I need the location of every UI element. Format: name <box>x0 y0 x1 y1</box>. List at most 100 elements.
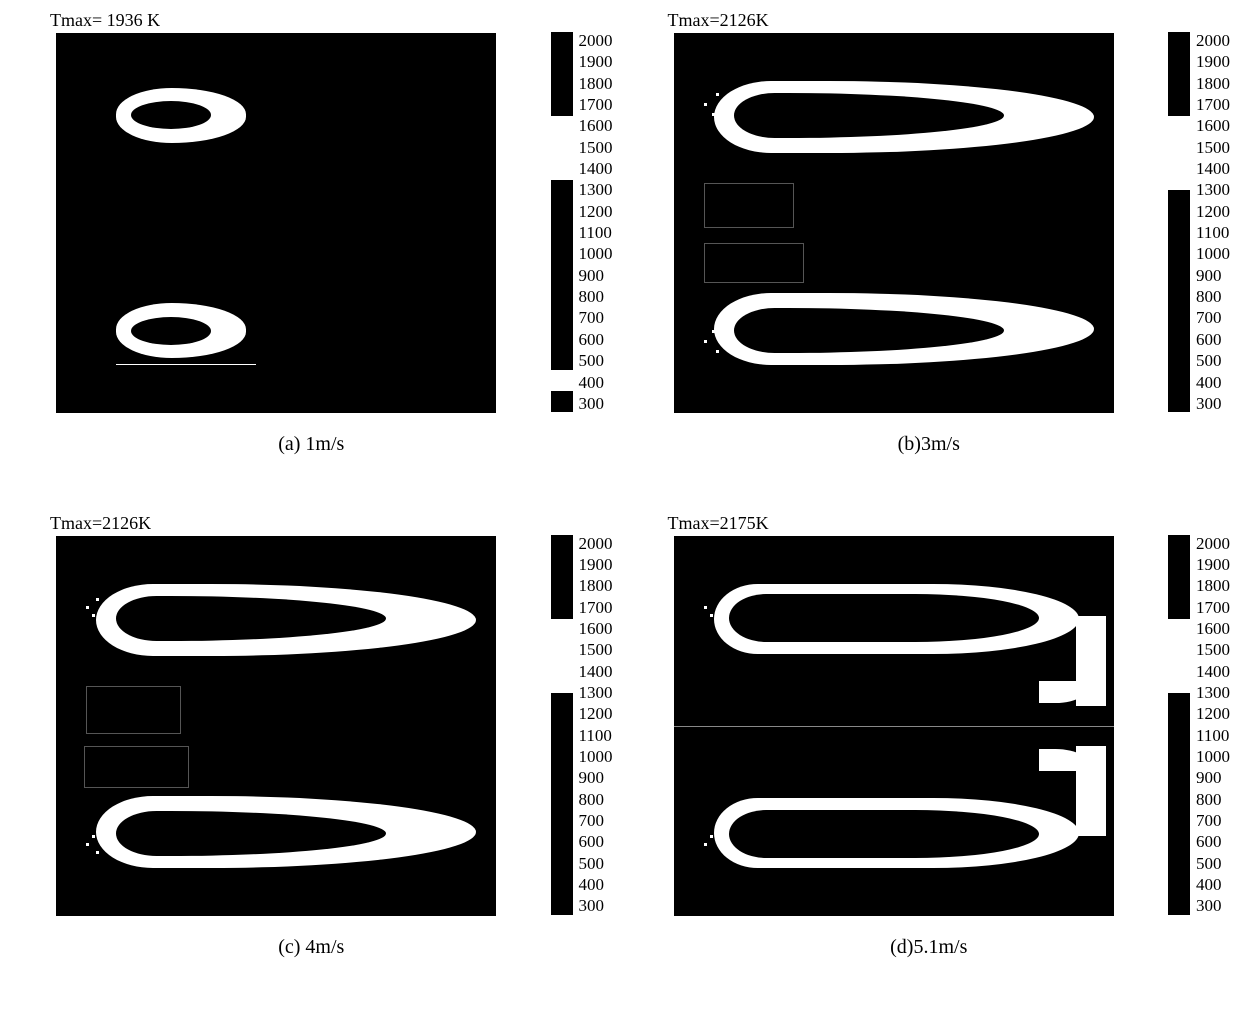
panel-a: Tmax= 1936 K 200019001800170016001500140… <box>10 10 613 498</box>
colorbar-segment <box>1168 693 1190 915</box>
panel-d-top: Tmax=2175K <box>628 513 1231 916</box>
colorbar-tick-label: 500 <box>579 855 613 872</box>
panel-b-caption: (b)3m/s <box>898 433 960 456</box>
panel-c-container: Tmax=2126K <box>10 513 543 916</box>
speckle <box>712 113 715 116</box>
colorbar-tick-label: 700 <box>1196 812 1230 829</box>
colorbar-tick-label: 300 <box>1196 395 1230 412</box>
colorbar-tick-label: 1100 <box>1196 727 1230 744</box>
figure-grid: Tmax= 1936 K 2000 1900 1800 1700 1600 1500 140… <box>10 10 1230 1000</box>
colorbar-tick-label: 400 <box>579 374 613 391</box>
colorbar-b <box>1168 32 1190 412</box>
panel-c-colorbar-group: 2000190018001700160015001400130012001100… <box>551 535 613 915</box>
panel-c-sim <box>56 536 496 916</box>
colorbar-tick-label: 2000 <box>579 32 613 49</box>
colorbar-tick-label: 1300 <box>579 684 613 701</box>
colorbar-tick-label: 1900 <box>579 556 613 573</box>
panel-a-sim <box>56 33 496 413</box>
panel-b-colorbar-group: 2000190018001700160015001400130012001100… <box>1168 32 1230 412</box>
colorbar-tick-label: 1800 <box>579 75 613 92</box>
colorbar-segment <box>1168 535 1190 619</box>
colorbar-tick-label: 1400 <box>579 160 613 177</box>
colorbar-tick-label: 800 <box>579 791 613 808</box>
speckle <box>92 614 95 617</box>
colorbar-segment <box>551 370 573 391</box>
colorbar-tick-label: 800 <box>1196 288 1230 305</box>
speckle <box>704 606 707 609</box>
panel-c-top: Tmax=2126K 20001900 <box>10 513 613 916</box>
colorbar-tick-label: 1700 <box>1196 599 1230 616</box>
colorbar-tick-label: 1400 <box>579 663 613 680</box>
speckle <box>710 835 713 838</box>
colorbar-tick-label: 600 <box>1196 833 1230 850</box>
outline-box <box>86 686 181 734</box>
panel-d-colorbar-group: 2000190018001700160015001400130012001100… <box>1168 535 1230 915</box>
colorbar-tick-label: 1200 <box>1196 203 1230 220</box>
colorbar-tick-label: 800 <box>1196 791 1230 808</box>
speckle <box>86 606 89 609</box>
colorbar-tick-label: 400 <box>1196 374 1230 391</box>
colorbar-tick-label: 600 <box>579 833 613 850</box>
colorbar-tick-label: 500 <box>1196 352 1230 369</box>
colorbar-tick-label: 700 <box>579 309 613 326</box>
colorbar-tick-label: 2000 <box>1196 535 1230 552</box>
colorbar-segment <box>551 619 573 693</box>
colorbar-tick-label: 1800 <box>1196 75 1230 92</box>
outline-box <box>704 183 794 228</box>
midline <box>674 726 1114 727</box>
panel-a-tmax: Tmax= 1936 K <box>50 10 160 31</box>
colorbar-tick-label: 1400 <box>1196 160 1230 177</box>
speckle <box>96 851 99 854</box>
speckle <box>704 340 707 343</box>
colorbar-b-labels: 2000190018001700160015001400130012001100… <box>1196 32 1230 412</box>
colorbar-tick-label: 1300 <box>1196 181 1230 198</box>
streak <box>116 364 256 365</box>
colorbar-tick-label: 800 <box>579 288 613 305</box>
colorbar-tick-label: 700 <box>1196 309 1230 326</box>
colorbar-tick-label: 1100 <box>579 727 613 744</box>
speckle <box>704 103 707 106</box>
colorbar-tick-label: 900 <box>1196 769 1230 786</box>
panel-d-sim <box>674 536 1114 916</box>
colorbar-tick-label: 1700 <box>579 599 613 616</box>
panel-a-container: Tmax= 1936 K <box>10 10 543 413</box>
flame-top-core <box>729 594 1039 642</box>
colorbar-tick-label: 1200 <box>579 705 613 722</box>
colorbar-tick-label: 1500 <box>579 139 613 156</box>
colorbar-tick-label: 1500 <box>1196 139 1230 156</box>
colorbar-tick-label: 1200 <box>1196 705 1230 722</box>
colorbar-tick-label: 1300 <box>579 181 613 198</box>
colorbar-tick-label: 1000 <box>1196 245 1230 262</box>
panel-b-top: Tmax=2126K 20001900 <box>628 10 1231 413</box>
panel-c-tmax: Tmax=2126K <box>50 513 151 534</box>
speckle <box>86 843 89 846</box>
panel-c-caption: (c) 4m/s <box>278 936 344 959</box>
panel-a-top: Tmax= 1936 K 200019001800170016001500140… <box>10 10 613 413</box>
colorbar-tick-label: 1000 <box>579 245 613 262</box>
colorbar-tick-label: 1700 <box>579 96 613 113</box>
speckle <box>92 835 95 838</box>
colorbar-segment <box>551 391 573 412</box>
colorbar-tick-label: 1700 <box>1196 96 1230 113</box>
colorbar-tick-label: 1200 <box>579 203 613 220</box>
outline-box <box>704 243 804 283</box>
speckle <box>716 93 719 96</box>
colorbar-segment <box>551 180 573 370</box>
panel-d: Tmax=2175K <box>628 513 1231 1001</box>
speckle <box>710 614 713 617</box>
colorbar-tick-label: 1900 <box>1196 556 1230 573</box>
colorbar-tick-label: 300 <box>579 395 613 412</box>
colorbar-d-labels: 2000190018001700160015001400130012001100… <box>1196 535 1230 915</box>
speckle <box>716 350 719 353</box>
colorbar-tick-label: 1600 <box>579 620 613 637</box>
colorbar-tick-label: 1600 <box>579 117 613 134</box>
colorbar-tick-label: 900 <box>579 769 613 786</box>
colorbar-tick-label: 300 <box>579 897 613 914</box>
colorbar-tick-label: 1900 <box>1196 53 1230 70</box>
colorbar-d <box>1168 535 1190 915</box>
colorbar-segment <box>551 693 573 915</box>
panel-b-sim <box>674 33 1114 413</box>
colorbar-a-labels: 2000190018001700160015001400130012001100… <box>579 32 613 412</box>
colorbar-tick-label: 1300 <box>1196 684 1230 701</box>
flame-top-core <box>131 101 211 129</box>
